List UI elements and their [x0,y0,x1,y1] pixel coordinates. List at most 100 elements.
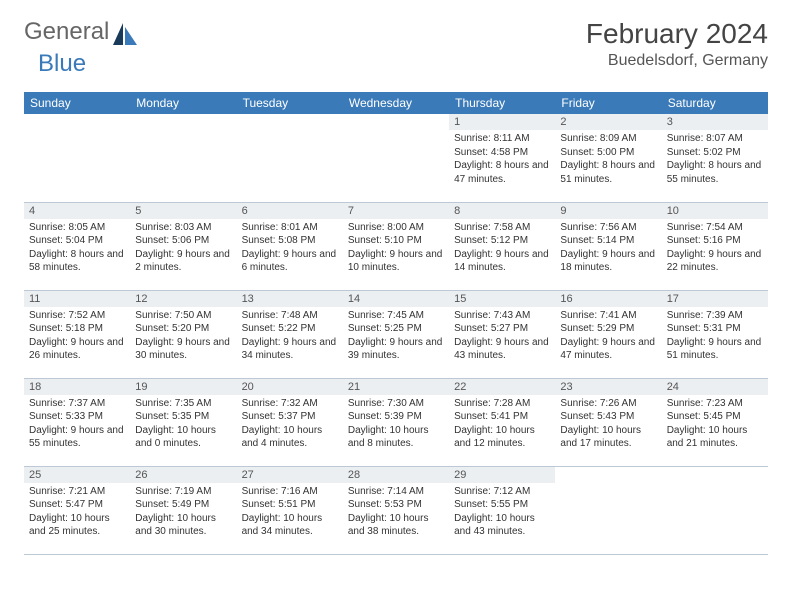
calendar-day-cell: 26Sunrise: 7:19 AMSunset: 5:49 PMDayligh… [130,466,236,554]
calendar-day-cell: 16Sunrise: 7:41 AMSunset: 5:29 PMDayligh… [555,290,661,378]
day-number: 16 [555,291,661,307]
calendar-day-cell: 19Sunrise: 7:35 AMSunset: 5:35 PMDayligh… [130,378,236,466]
day-details: Sunrise: 7:54 AMSunset: 5:16 PMDaylight:… [662,219,768,279]
day-number: 1 [449,114,555,130]
day-details: Sunrise: 7:48 AMSunset: 5:22 PMDaylight:… [237,307,343,367]
title-block: February 2024 Buedelsdorf, Germany [586,18,768,70]
day-number: 18 [24,379,130,395]
calendar-week-row: 1Sunrise: 8:11 AMSunset: 4:58 PMDaylight… [24,114,768,202]
weekday-header: Wednesday [343,92,449,114]
calendar-day-cell: 5Sunrise: 8:03 AMSunset: 5:06 PMDaylight… [130,202,236,290]
weekday-header: Saturday [662,92,768,114]
calendar-day-cell [24,114,130,202]
weekday-header: Friday [555,92,661,114]
day-number: 8 [449,203,555,219]
calendar-day-cell: 3Sunrise: 8:07 AMSunset: 5:02 PMDaylight… [662,114,768,202]
calendar-week-row: 25Sunrise: 7:21 AMSunset: 5:47 PMDayligh… [24,466,768,554]
calendar-day-cell: 20Sunrise: 7:32 AMSunset: 5:37 PMDayligh… [237,378,343,466]
day-number: 3 [662,114,768,130]
month-title: February 2024 [586,18,768,50]
calendar-day-cell: 6Sunrise: 8:01 AMSunset: 5:08 PMDaylight… [237,202,343,290]
day-number: 15 [449,291,555,307]
day-number: 29 [449,467,555,483]
calendar-day-cell: 24Sunrise: 7:23 AMSunset: 5:45 PMDayligh… [662,378,768,466]
day-number: 28 [343,467,449,483]
day-details: Sunrise: 8:03 AMSunset: 5:06 PMDaylight:… [130,219,236,279]
day-details: Sunrise: 7:28 AMSunset: 5:41 PMDaylight:… [449,395,555,455]
day-number: 19 [130,379,236,395]
day-details: Sunrise: 7:58 AMSunset: 5:12 PMDaylight:… [449,219,555,279]
day-number: 2 [555,114,661,130]
weekday-header: Tuesday [237,92,343,114]
logo-text-2: Blue [38,50,86,77]
calendar-day-cell: 22Sunrise: 7:28 AMSunset: 5:41 PMDayligh… [449,378,555,466]
day-details: Sunrise: 7:12 AMSunset: 5:55 PMDaylight:… [449,483,555,543]
calendar-day-cell: 18Sunrise: 7:37 AMSunset: 5:33 PMDayligh… [24,378,130,466]
day-details: Sunrise: 7:32 AMSunset: 5:37 PMDaylight:… [237,395,343,455]
day-number: 24 [662,379,768,395]
calendar-day-cell: 27Sunrise: 7:16 AMSunset: 5:51 PMDayligh… [237,466,343,554]
day-number: 23 [555,379,661,395]
day-details: Sunrise: 7:35 AMSunset: 5:35 PMDaylight:… [130,395,236,455]
calendar-day-cell: 17Sunrise: 7:39 AMSunset: 5:31 PMDayligh… [662,290,768,378]
calendar-day-cell: 10Sunrise: 7:54 AMSunset: 5:16 PMDayligh… [662,202,768,290]
day-details: Sunrise: 7:37 AMSunset: 5:33 PMDaylight:… [24,395,130,455]
calendar-day-cell: 21Sunrise: 7:30 AMSunset: 5:39 PMDayligh… [343,378,449,466]
day-details: Sunrise: 8:07 AMSunset: 5:02 PMDaylight:… [662,130,768,190]
calendar-day-cell: 2Sunrise: 8:09 AMSunset: 5:00 PMDaylight… [555,114,661,202]
day-details: Sunrise: 7:16 AMSunset: 5:51 PMDaylight:… [237,483,343,543]
calendar-day-cell: 25Sunrise: 7:21 AMSunset: 5:47 PMDayligh… [24,466,130,554]
calendar-day-cell: 29Sunrise: 7:12 AMSunset: 5:55 PMDayligh… [449,466,555,554]
day-number: 10 [662,203,768,219]
day-number: 17 [662,291,768,307]
day-number: 11 [24,291,130,307]
day-number: 4 [24,203,130,219]
calendar-week-row: 18Sunrise: 7:37 AMSunset: 5:33 PMDayligh… [24,378,768,466]
location-subtitle: Buedelsdorf, Germany [586,52,768,70]
day-number: 13 [237,291,343,307]
calendar-day-cell: 9Sunrise: 7:56 AMSunset: 5:14 PMDaylight… [555,202,661,290]
calendar-day-cell: 12Sunrise: 7:50 AMSunset: 5:20 PMDayligh… [130,290,236,378]
day-number: 21 [343,379,449,395]
day-details: Sunrise: 7:21 AMSunset: 5:47 PMDaylight:… [24,483,130,543]
calendar-day-cell: 4Sunrise: 8:05 AMSunset: 5:04 PMDaylight… [24,202,130,290]
day-details: Sunrise: 8:00 AMSunset: 5:10 PMDaylight:… [343,219,449,279]
day-details: Sunrise: 7:50 AMSunset: 5:20 PMDaylight:… [130,307,236,367]
logo-sail-icon [113,23,139,45]
day-details: Sunrise: 7:39 AMSunset: 5:31 PMDaylight:… [662,307,768,367]
day-number: 12 [130,291,236,307]
weekday-header: Thursday [449,92,555,114]
day-details: Sunrise: 8:05 AMSunset: 5:04 PMDaylight:… [24,219,130,279]
day-number: 5 [130,203,236,219]
day-details: Sunrise: 7:45 AMSunset: 5:25 PMDaylight:… [343,307,449,367]
weekday-header-row: SundayMondayTuesdayWednesdayThursdayFrid… [24,92,768,114]
calendar-day-cell [555,466,661,554]
day-number: 6 [237,203,343,219]
calendar-day-cell [343,114,449,202]
logo-text-1: General [24,18,109,46]
calendar-day-cell: 28Sunrise: 7:14 AMSunset: 5:53 PMDayligh… [343,466,449,554]
day-details: Sunrise: 7:26 AMSunset: 5:43 PMDaylight:… [555,395,661,455]
day-details: Sunrise: 7:52 AMSunset: 5:18 PMDaylight:… [24,307,130,367]
day-details: Sunrise: 7:43 AMSunset: 5:27 PMDaylight:… [449,307,555,367]
day-number: 7 [343,203,449,219]
calendar-day-cell: 23Sunrise: 7:26 AMSunset: 5:43 PMDayligh… [555,378,661,466]
calendar-week-row: 11Sunrise: 7:52 AMSunset: 5:18 PMDayligh… [24,290,768,378]
calendar-day-cell [662,466,768,554]
day-number: 22 [449,379,555,395]
day-number: 25 [24,467,130,483]
calendar-day-cell: 14Sunrise: 7:45 AMSunset: 5:25 PMDayligh… [343,290,449,378]
calendar-day-cell: 11Sunrise: 7:52 AMSunset: 5:18 PMDayligh… [24,290,130,378]
day-details: Sunrise: 7:30 AMSunset: 5:39 PMDaylight:… [343,395,449,455]
day-number: 14 [343,291,449,307]
weekday-header: Monday [130,92,236,114]
day-number: 27 [237,467,343,483]
day-number: 20 [237,379,343,395]
day-details: Sunrise: 7:14 AMSunset: 5:53 PMDaylight:… [343,483,449,543]
calendar-week-row: 4Sunrise: 8:05 AMSunset: 5:04 PMDaylight… [24,202,768,290]
calendar-body: 1Sunrise: 8:11 AMSunset: 4:58 PMDaylight… [24,114,768,554]
day-details: Sunrise: 7:23 AMSunset: 5:45 PMDaylight:… [662,395,768,455]
day-details: Sunrise: 8:01 AMSunset: 5:08 PMDaylight:… [237,219,343,279]
day-details: Sunrise: 7:56 AMSunset: 5:14 PMDaylight:… [555,219,661,279]
logo: General [24,18,141,46]
